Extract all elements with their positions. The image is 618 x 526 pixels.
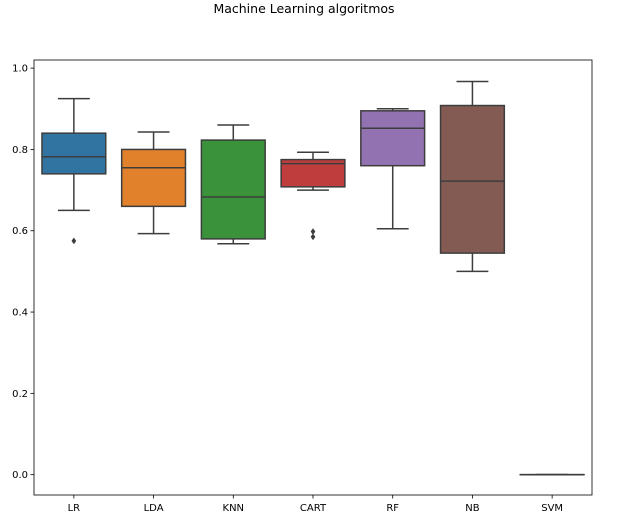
box-knn (200, 139, 266, 240)
x-tick-label: KNN (223, 503, 245, 514)
x-tick-label: RF (386, 503, 399, 514)
box-lda (120, 148, 187, 208)
axes-frame (33, 59, 593, 496)
outlier-cart (310, 233, 316, 241)
x-tick-label: LDA (144, 503, 164, 514)
box-lr (41, 132, 107, 175)
x-tick-label: NB (465, 503, 479, 514)
plot-area: 0.0 0.2 0.4 0.6 0.8 1.0 LR LDA KNN CART RF NB SVM (12, 59, 593, 514)
x-tick-label: LR (68, 503, 81, 514)
x-tick-label: SVM (541, 503, 563, 514)
y-tick-label: 0.0 (12, 470, 28, 481)
outlier-lr (71, 237, 77, 245)
y-tick-label: 0.4 (12, 308, 28, 319)
y-tick-label: 0.6 (12, 226, 28, 237)
y-tick-label: 0.8 (12, 145, 28, 156)
box-nb (439, 104, 506, 254)
y-tick-label: 1.0 (12, 64, 28, 75)
box-rf (360, 110, 426, 167)
y-tick-label: 0.2 (12, 389, 28, 400)
chart-title: Machine Learning algoritmos (213, 1, 394, 16)
x-tick-label: CART (300, 503, 327, 514)
